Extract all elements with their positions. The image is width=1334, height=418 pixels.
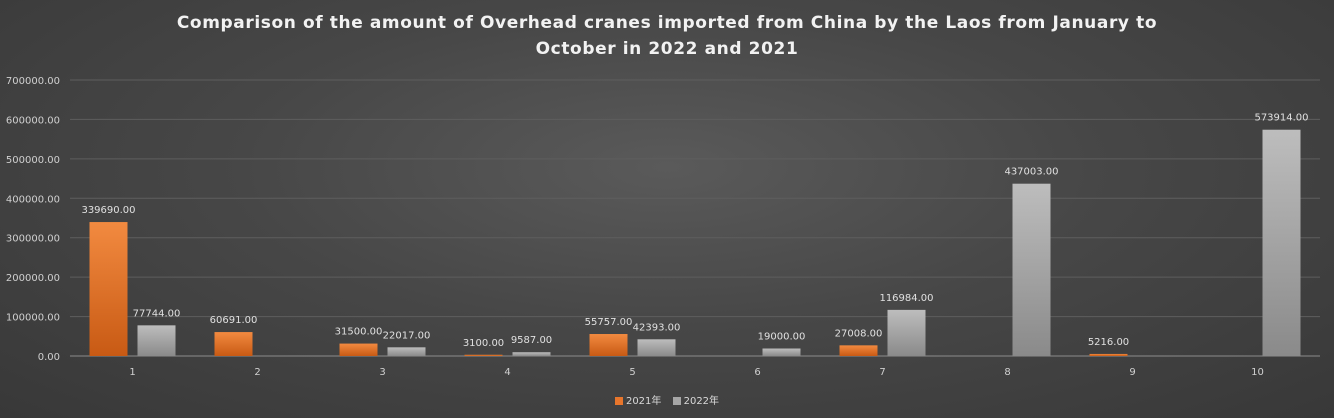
data-label: 5216.00 [1088, 337, 1129, 348]
y-tick-label: 700000.00 [6, 76, 60, 87]
bar-2022 [1012, 183, 1051, 356]
x-tick-label: 7 [879, 367, 885, 378]
bar-2022 [387, 347, 426, 356]
bar-2021 [839, 345, 878, 356]
data-label: 42393.00 [633, 322, 681, 333]
data-label: 55757.00 [585, 317, 633, 328]
y-tick-label: 200000.00 [6, 273, 60, 284]
x-tick-label: 1 [129, 367, 135, 378]
x-tick-label: 2 [254, 367, 260, 378]
x-tick-label: 4 [504, 367, 510, 378]
bars [89, 129, 1301, 356]
bar-2022 [1262, 129, 1301, 356]
data-label: 31500.00 [335, 327, 383, 338]
gridlines [70, 79, 1320, 357]
bar-2021 [464, 354, 503, 356]
x-tick-label: 5 [629, 367, 635, 378]
chart-title-line-2: October in 2022 and 2021 [535, 39, 799, 59]
y-tick-label: 400000.00 [6, 194, 60, 205]
y-tick-label: 300000.00 [6, 234, 60, 245]
legend-item-2022: 2022年 [672, 392, 720, 407]
chart-title-line-1: Comparison of the amount of Overhead cra… [176, 13, 1158, 33]
y-tick-label: 600000.00 [6, 115, 60, 126]
x-tick-label: 6 [754, 367, 760, 378]
x-tick-label: 9 [1129, 367, 1135, 378]
bar-2022 [512, 352, 551, 356]
legend-label-2022: 2022年 [683, 396, 720, 407]
data-label: 77744.00 [133, 308, 181, 319]
legend-swatch-2022 [672, 397, 681, 405]
chart-title: Comparison of the amount of Overhead cra… [0, 10, 1334, 62]
x-axis-ticks: 1 2 3 4 5 6 7 8 9 10 [129, 367, 1264, 378]
legend: 2021年 2022年 [0, 392, 1334, 407]
legend-item-2021: 2021年 [614, 392, 662, 407]
y-tick-label: 500000.00 [6, 155, 60, 166]
data-label: 116984.00 [879, 293, 933, 304]
data-labels: 339690.00 77744.00 60691.00 31500.00 22017.0… [81, 113, 1308, 349]
legend-label-2021: 2021年 [625, 396, 662, 407]
bar-2021 [89, 222, 128, 356]
data-label: 339690.00 [81, 205, 135, 216]
bar-2021 [589, 334, 628, 356]
x-tick-label: 8 [1004, 367, 1010, 378]
data-label: 573914.00 [1254, 113, 1308, 124]
y-tick-label: 0.00 [38, 352, 60, 363]
bar-2022 [887, 309, 926, 356]
bar-2021 [339, 343, 378, 356]
bar-2021 [214, 332, 253, 356]
bar-2021 [1089, 353, 1128, 356]
data-label: 9587.00 [511, 335, 552, 346]
data-label: 60691.00 [210, 315, 258, 326]
legend-swatch-2021 [614, 397, 623, 405]
bar-2022 [762, 348, 801, 356]
data-label: 437003.00 [1004, 167, 1058, 178]
x-tick-label: 3 [379, 367, 385, 378]
data-label: 19000.00 [758, 332, 806, 343]
data-label: 27008.00 [835, 328, 883, 339]
bar-2022 [137, 325, 176, 356]
y-tick-label: 100000.00 [6, 313, 60, 324]
bar-2022 [637, 339, 676, 356]
x-tick-label: 10 [1251, 367, 1264, 378]
y-axis-ticks: 0.00 100000.00 200000.00 300000.00 400000.00… [6, 76, 60, 363]
data-label: 3100.00 [463, 338, 504, 349]
data-label: 22017.00 [383, 330, 431, 341]
